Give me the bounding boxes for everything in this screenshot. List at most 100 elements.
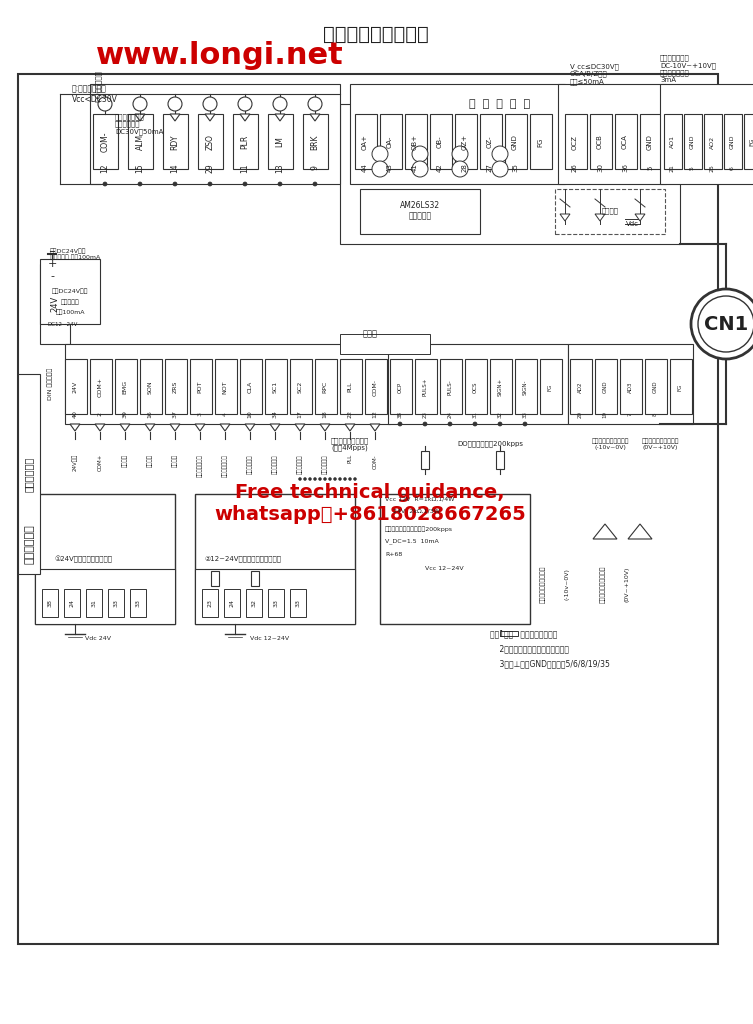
Text: FG: FG: [547, 383, 553, 391]
Text: FG: FG: [537, 137, 543, 146]
Text: 负方向模拟量转矩限制
(-10v~0V): 负方向模拟量转矩限制 (-10v~0V): [591, 438, 629, 450]
Text: Vdc: Vdc: [626, 221, 639, 227]
Circle shape: [339, 477, 342, 480]
Text: 28: 28: [462, 164, 468, 172]
Polygon shape: [240, 114, 250, 121]
Polygon shape: [70, 424, 80, 431]
Text: 25: 25: [709, 164, 715, 172]
Polygon shape: [220, 424, 230, 431]
Circle shape: [452, 161, 468, 177]
Polygon shape: [370, 424, 380, 431]
Bar: [505, 114, 527, 169]
Circle shape: [398, 422, 402, 426]
Text: COM+: COM+: [97, 454, 102, 471]
Bar: [405, 114, 427, 169]
Text: GND: GND: [602, 381, 608, 393]
Bar: [165, 359, 187, 414]
Text: 各输出端子的最
大带载能力为
DC30V，50mA: 各输出端子的最 大带载能力为 DC30V，50mA: [115, 113, 163, 135]
Text: 24V  2kΩ,1/3W: 24V 2kΩ,1/3W: [385, 509, 440, 513]
Text: V_DC=1.5  10mA: V_DC=1.5 10mA: [385, 539, 439, 544]
Circle shape: [473, 422, 477, 426]
Text: OZ-: OZ-: [487, 136, 493, 148]
Text: 位置控制模式: 位置控制模式: [25, 524, 35, 564]
Text: DO输出公共端: DO输出公共端: [95, 70, 102, 102]
Polygon shape: [560, 214, 570, 221]
Polygon shape: [145, 424, 155, 431]
Text: 44: 44: [362, 164, 368, 172]
Text: 35: 35: [512, 164, 518, 172]
Bar: [211, 571, 219, 586]
Text: ZRS: ZRS: [172, 381, 178, 393]
Text: 3．（⊥）为GND，引脚号5/6/8/19/35: 3．（⊥）为GND，引脚号5/6/8/19/35: [490, 659, 610, 669]
Text: 8: 8: [653, 413, 657, 416]
Polygon shape: [345, 424, 355, 431]
Text: 3: 3: [197, 412, 203, 416]
Text: OCA: OCA: [622, 134, 628, 150]
Bar: [128, 114, 153, 169]
Text: 紧急停止: 紧急停止: [122, 454, 128, 467]
Text: SON: SON: [148, 380, 153, 394]
Text: 32: 32: [498, 411, 502, 418]
Bar: [40, 259, 100, 324]
Text: 36: 36: [622, 164, 628, 172]
Circle shape: [308, 97, 322, 111]
Circle shape: [313, 182, 317, 186]
Polygon shape: [270, 424, 280, 431]
Bar: [268, 114, 293, 169]
Text: SIGN-: SIGN-: [523, 379, 528, 394]
Text: 24: 24: [69, 599, 75, 607]
Text: 输出电压范围：
DC-10V~+10V，
最大输出电流：
3mA: 输出电压范围： DC-10V~+10V， 最大输出电流： 3mA: [660, 54, 716, 83]
Text: GND: GND: [653, 381, 657, 393]
Bar: [558, 84, 666, 184]
Text: CLA: CLA: [248, 381, 252, 393]
Text: OA-: OA-: [387, 136, 393, 148]
Bar: [440, 359, 462, 414]
Bar: [340, 104, 680, 244]
Bar: [115, 359, 137, 414]
Bar: [355, 114, 377, 169]
Text: 33: 33: [114, 599, 118, 607]
Text: 13: 13: [276, 163, 285, 173]
Polygon shape: [275, 114, 285, 121]
Polygon shape: [595, 214, 605, 221]
Text: COM-: COM-: [373, 454, 377, 469]
Circle shape: [173, 182, 177, 186]
Text: 38: 38: [398, 411, 403, 418]
Circle shape: [372, 146, 388, 162]
Text: 2．（－）为电源，由用户准备；: 2．（－）为电源，由用户准备；: [490, 644, 569, 653]
Text: 26: 26: [572, 164, 578, 172]
Circle shape: [448, 422, 452, 426]
Circle shape: [698, 296, 753, 352]
Text: 注:用户自配电源
Vcc<DC30V: 注:用户自配电源 Vcc<DC30V: [72, 84, 118, 103]
Bar: [380, 114, 402, 169]
Bar: [568, 344, 693, 424]
Circle shape: [334, 477, 337, 480]
Bar: [18, 74, 718, 944]
Text: 内部DC24V电源
注意：最大 容量100mA: 内部DC24V电源 注意：最大 容量100mA: [50, 248, 100, 260]
Circle shape: [492, 161, 508, 177]
Text: 负方向模拟量转矩限制: 负方向模拟量转矩限制: [540, 565, 546, 603]
Text: Vcc 12~24V: Vcc 12~24V: [425, 566, 464, 571]
Text: OB-: OB-: [437, 136, 443, 148]
Text: OA+: OA+: [362, 134, 368, 150]
Text: PLR: PLR: [240, 135, 249, 150]
Bar: [315, 359, 337, 414]
Polygon shape: [170, 424, 180, 431]
Text: 33: 33: [136, 599, 141, 607]
Text: RPC: RPC: [322, 381, 328, 393]
Bar: [90, 359, 112, 414]
Text: 30: 30: [597, 164, 603, 172]
Text: OCZ: OCZ: [572, 134, 578, 150]
Bar: [455, 114, 477, 169]
Text: 24: 24: [230, 599, 234, 607]
Text: Free technical guidance,
whatsapp：+8618028667265: Free technical guidance, whatsapp：+86180…: [214, 483, 526, 524]
Bar: [65, 344, 390, 424]
Text: 17: 17: [297, 410, 303, 418]
Bar: [640, 114, 662, 169]
Text: NOT: NOT: [222, 380, 227, 394]
Text: 正方向模拟量转矩限制: 正方向模拟量转矩限制: [600, 565, 605, 603]
Text: 伺服使能: 伺服使能: [147, 454, 153, 467]
Circle shape: [313, 477, 316, 480]
Bar: [570, 359, 592, 414]
Bar: [365, 359, 387, 414]
